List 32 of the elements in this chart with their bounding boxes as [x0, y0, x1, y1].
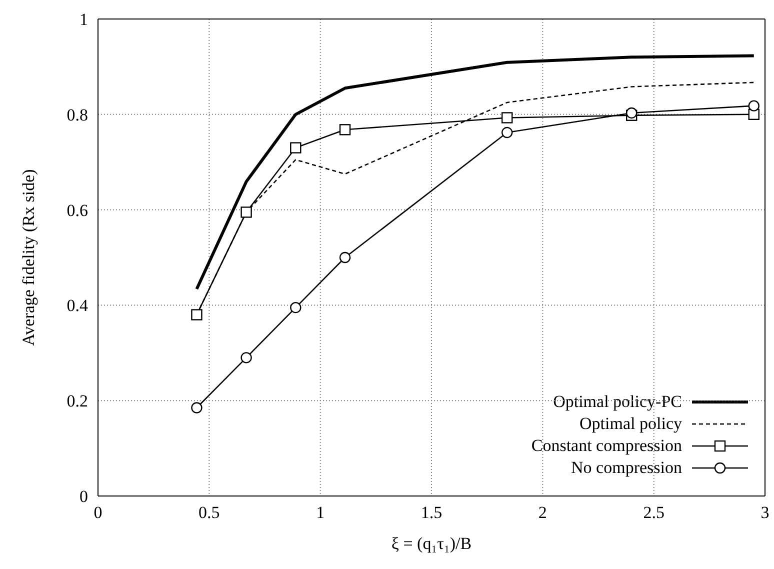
y-tick-label: 0.4: [66, 296, 88, 316]
x-axis-title: ξ = (q₁τ₁)/B: [391, 534, 472, 553]
y-tick-label: 1: [80, 10, 88, 30]
point: [339, 252, 351, 264]
point: [339, 124, 351, 136]
point: [501, 126, 513, 138]
legend-label: No compression: [571, 458, 682, 478]
x-tick-label: 1: [316, 503, 325, 522]
point: [501, 112, 513, 124]
y-tick-label: 0.2: [66, 392, 88, 411]
x-tick-label: 0: [94, 503, 102, 522]
x-tick-label: 1.5: [420, 503, 442, 522]
x-tick-label: 2.5: [643, 503, 664, 522]
legend-label: Optimal policy: [580, 414, 682, 434]
point: [290, 302, 302, 314]
point: [626, 107, 638, 119]
legend-label: Optimal policy-PC: [553, 392, 682, 412]
point: [191, 309, 202, 320]
x-tick-label: 2: [538, 503, 547, 522]
point: [240, 206, 252, 218]
point: [240, 352, 252, 364]
point: [748, 100, 760, 112]
point: [191, 402, 202, 414]
line-series: [195, 54, 756, 290]
y-tick-label: 0.6: [66, 200, 88, 220]
x-tick-label: 0.5: [198, 503, 220, 522]
point: [290, 142, 302, 154]
y-axis-title: Average fidelity (Rx side): [19, 169, 38, 346]
y-tick-label: 0.8: [66, 105, 88, 124]
x-tick-label: 3: [760, 503, 770, 522]
y-tick-label: 0: [80, 487, 88, 506]
legend-label: Constant compression: [531, 436, 682, 456]
